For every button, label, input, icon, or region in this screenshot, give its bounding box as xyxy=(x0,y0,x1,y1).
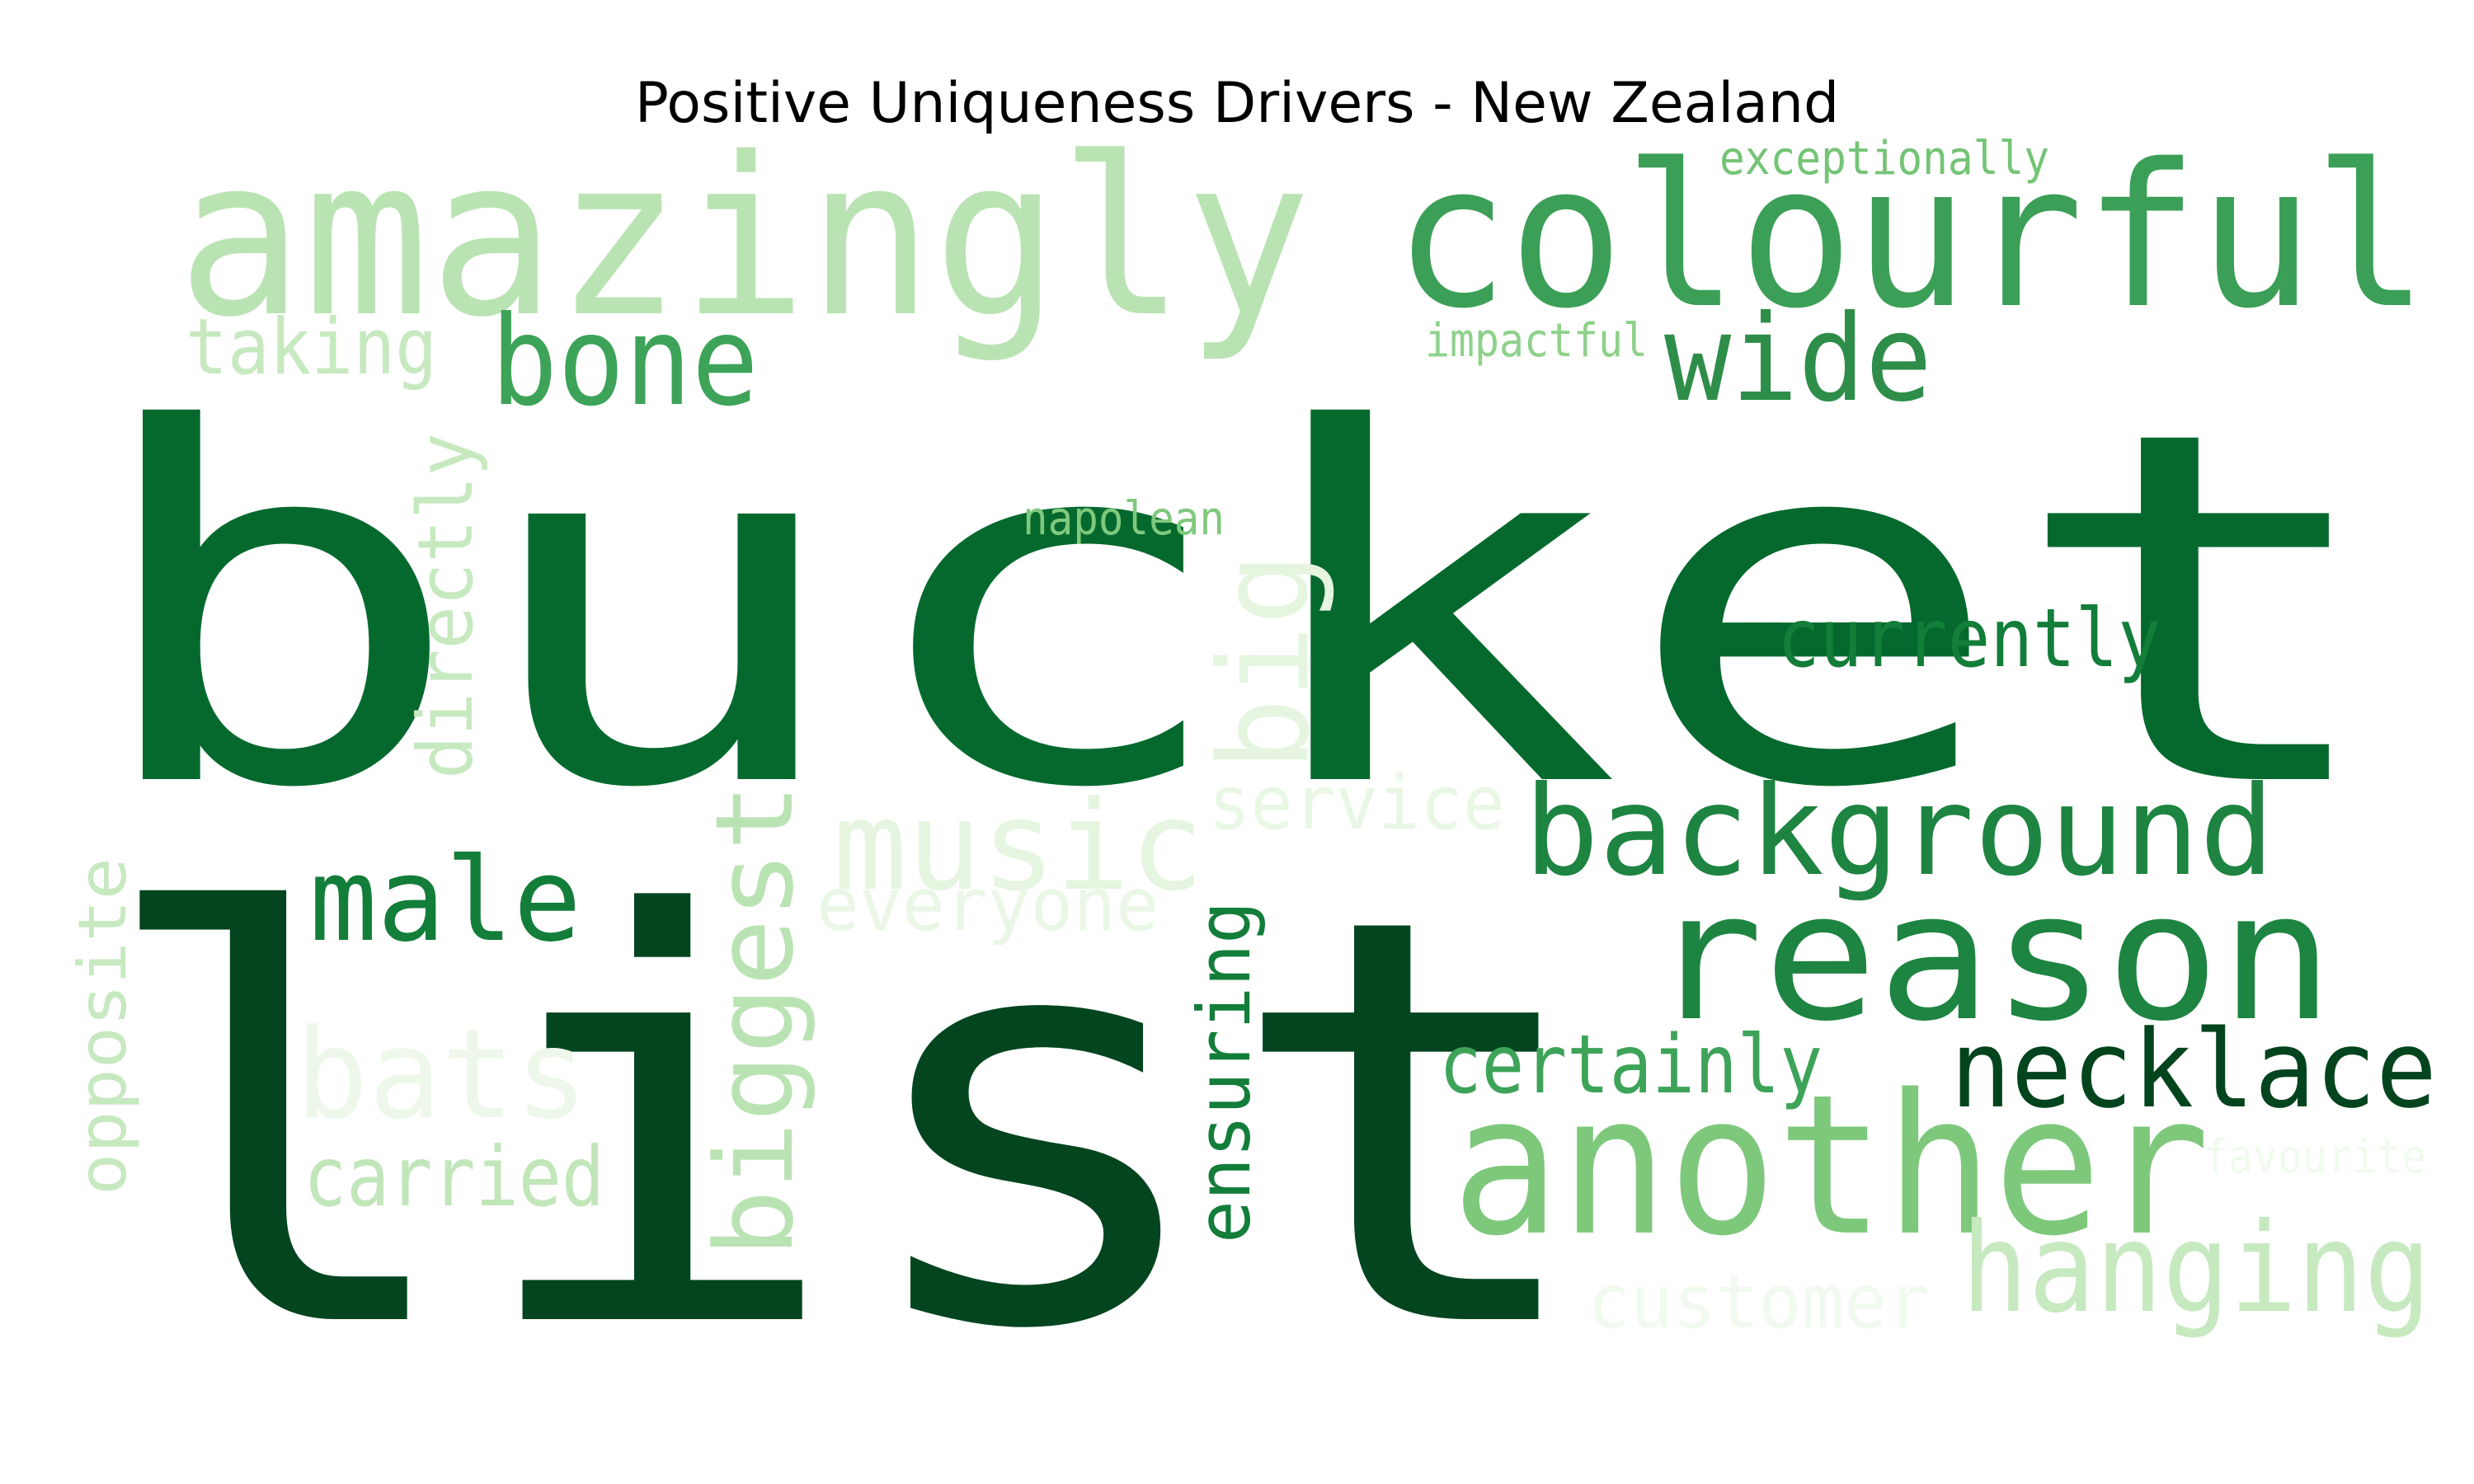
word-hanging: hanging xyxy=(1961,1197,2431,1341)
word-exceptionally: exceptionally xyxy=(1719,132,2049,186)
word-biggest: biggest xyxy=(692,783,817,1257)
word-male: male xyxy=(309,834,581,968)
word-bucket: bucket xyxy=(82,328,2392,895)
word-bats: bats xyxy=(295,1003,588,1147)
word-customer: customer xyxy=(1587,1259,1930,1345)
word-currently: currently xyxy=(1777,592,2161,686)
word-ensuring: ensuring xyxy=(1182,901,1267,1243)
word-impactful: impactful xyxy=(1425,314,1648,368)
chart-title: Positive Uniqueness Drivers - New Zealan… xyxy=(634,71,1840,136)
word-directly: directly xyxy=(402,433,490,779)
word-carried: carried xyxy=(303,1129,604,1225)
word-music: music xyxy=(833,775,1204,918)
word-opposite: opposite xyxy=(64,857,141,1195)
word-service: service xyxy=(1208,760,1505,847)
word-colourful: colourful xyxy=(1394,121,2429,352)
word-favourite: favourite xyxy=(2204,1130,2426,1184)
word-list: list xyxy=(91,800,1600,1452)
word-napolean: napolean xyxy=(1023,492,1225,546)
word-another: another xyxy=(1451,1054,2210,1279)
word-amazingly: amazingly xyxy=(177,111,1311,365)
word-everyone: everyone xyxy=(816,862,1159,947)
word-big: big xyxy=(1193,552,1337,771)
word-wide: wide xyxy=(1664,289,1932,429)
word-certainly: certainly xyxy=(1439,1018,1823,1112)
word-taking: taking xyxy=(186,303,437,392)
word-background: background xyxy=(1524,760,2274,904)
word-bone: bone xyxy=(491,290,759,434)
word-necklace: necklace xyxy=(1950,1007,2437,1132)
word-reason: reason xyxy=(1649,853,2334,1060)
